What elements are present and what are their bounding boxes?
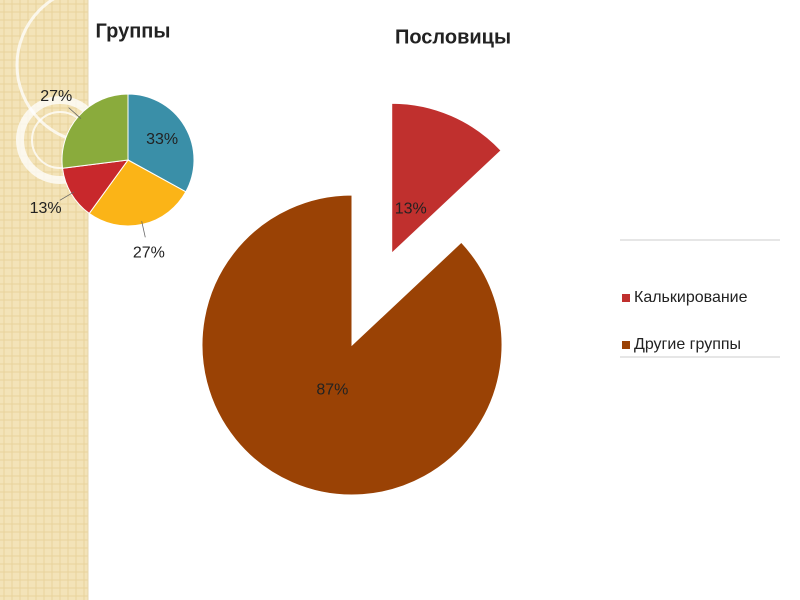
leader-line <box>141 221 146 238</box>
legend-label: Калькирование <box>634 289 748 306</box>
leader-line <box>68 107 82 119</box>
data-label: 33% <box>146 131 178 148</box>
legend-label: Другие группы <box>634 336 741 353</box>
legend-swatch <box>622 294 630 302</box>
data-label: 87% <box>316 382 348 399</box>
chart-title: Группы <box>96 20 171 42</box>
charts: Группы 33% 27% 13% 27% Пословицы 13% 87% Калькир… <box>30 20 748 496</box>
pie-slice <box>391 102 502 255</box>
data-label: 13% <box>395 200 427 217</box>
pie-slice <box>127 93 195 193</box>
leader-line <box>59 191 75 201</box>
data-label: 27% <box>40 88 72 105</box>
legend-swatch <box>622 341 630 349</box>
data-label: 27% <box>133 245 165 262</box>
pie-slice <box>201 194 503 496</box>
data-label: 13% <box>30 200 62 217</box>
chart-title: Пословицы <box>395 26 511 48</box>
